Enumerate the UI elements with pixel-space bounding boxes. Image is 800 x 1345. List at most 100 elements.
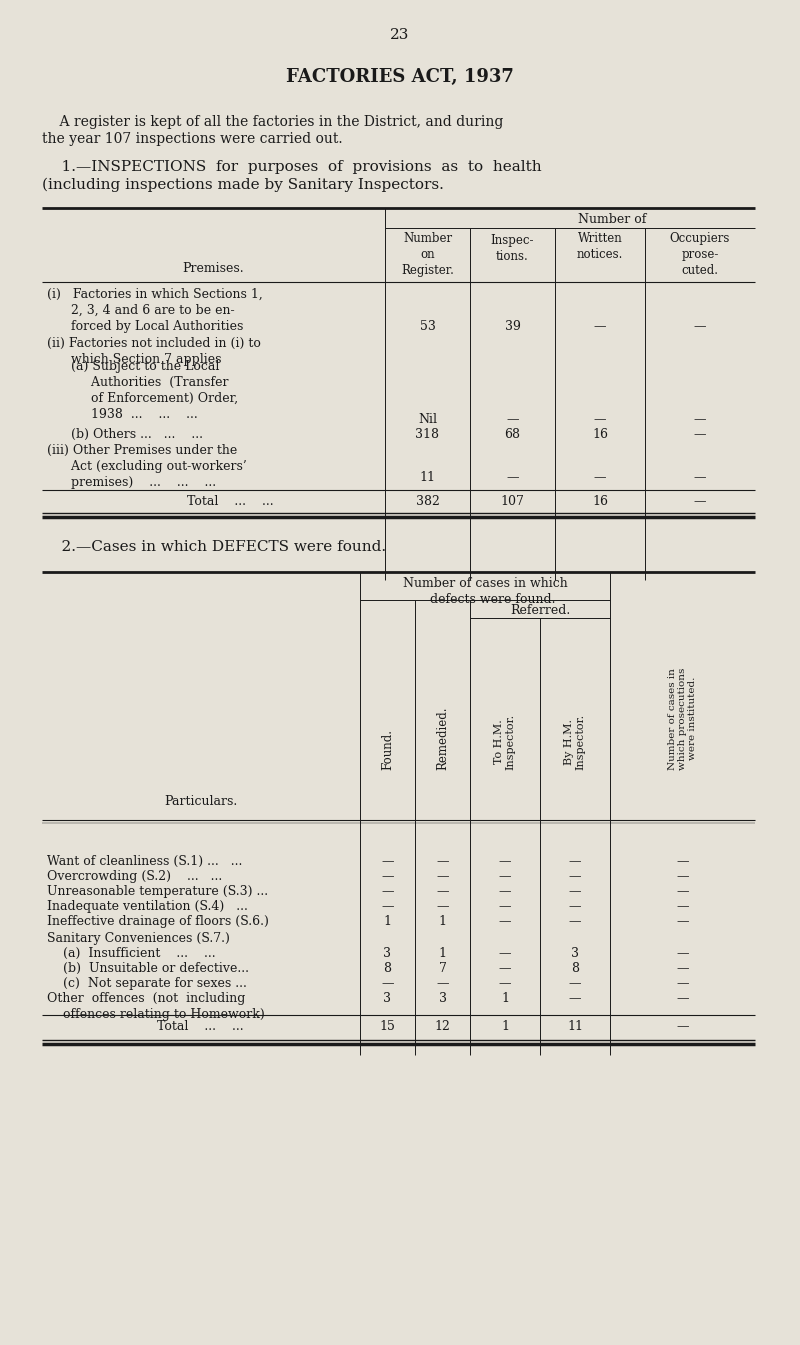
Text: (including inspections made by Sanitary Inspectors.: (including inspections made by Sanitary … [42,178,444,192]
Text: —: — [382,855,394,868]
Text: —: — [436,900,449,913]
Text: 3: 3 [438,993,446,1005]
Text: —: — [569,885,582,898]
Text: —: — [694,495,706,508]
Text: —: — [676,885,689,898]
Text: 11: 11 [419,471,435,484]
Text: 1: 1 [438,947,446,960]
Text: —: — [498,915,511,928]
Text: 8: 8 [383,962,391,975]
Text: Inadequate ventilation (S.4)   ...: Inadequate ventilation (S.4) ... [47,900,248,913]
Text: 318: 318 [415,428,439,441]
Text: —: — [382,976,394,990]
Text: Overcrowding (S.2)    ...   ...: Overcrowding (S.2) ... ... [47,870,222,884]
Text: By H.M.
Inspector.: By H.M. Inspector. [564,714,586,769]
Text: —: — [436,855,449,868]
Text: Total    ...    ...: Total ... ... [186,495,274,508]
Text: —: — [498,976,511,990]
Text: 107: 107 [501,495,525,508]
Text: Remedied.: Remedied. [436,706,449,769]
Text: —: — [594,413,606,426]
Text: —: — [498,870,511,884]
Text: Occupiers
prose-
cuted.: Occupiers prose- cuted. [670,231,730,277]
Text: 39: 39 [505,320,521,334]
Text: 11: 11 [567,1020,583,1033]
Text: 68: 68 [505,428,521,441]
Text: A register is kept of all the factories in the District, and during: A register is kept of all the factories … [42,116,503,129]
Text: 1: 1 [501,993,509,1005]
Text: Number of: Number of [578,213,646,226]
Text: —: — [694,413,706,426]
Text: —: — [694,428,706,441]
Text: 1: 1 [438,915,446,928]
Text: 3: 3 [571,947,579,960]
Text: —: — [436,976,449,990]
Text: —: — [569,993,582,1005]
Text: Ineffective drainage of floors (S.6.): Ineffective drainage of floors (S.6.) [47,915,269,928]
Text: 2.—Cases in which DEFECTS were found.: 2.—Cases in which DEFECTS were found. [42,539,386,554]
Text: (b) Others ...   ...    ...: (b) Others ... ... ... [47,428,203,441]
Text: 1: 1 [501,1020,509,1033]
Text: 12: 12 [434,1020,450,1033]
Text: 16: 16 [592,428,608,441]
Text: Number of cases in
which prosecutions
were instituted.: Number of cases in which prosecutions we… [667,667,698,769]
Text: 382: 382 [415,495,439,508]
Text: (c)  Not separate for sexes ...: (c) Not separate for sexes ... [47,976,247,990]
Text: 8: 8 [571,962,579,975]
Text: (iii) Other Premises under the
      Act (excluding out-workers’
      premises): (iii) Other Premises under the Act (excl… [47,444,246,490]
Text: FACTORIES ACT, 1937: FACTORIES ACT, 1937 [286,69,514,86]
Text: Written
notices.: Written notices. [577,231,623,261]
Text: 1.—INSPECTIONS  for  purposes  of  provisions  as  to  health: 1.—INSPECTIONS for purposes of provision… [42,160,542,174]
Text: (a)  Insufficient    ...    ...: (a) Insufficient ... ... [47,947,216,960]
Text: —: — [498,962,511,975]
Text: —: — [382,870,394,884]
Text: Number of cases in which
    defects were found.: Number of cases in which defects were fo… [402,577,567,607]
Text: 23: 23 [390,28,410,42]
Text: —: — [676,947,689,960]
Text: Total    ...    ...: Total ... ... [157,1020,243,1033]
Text: Referred.: Referred. [510,604,570,617]
Text: Other  offences  (not  including
    offences relating to Homework): Other offences (not including offences r… [47,993,265,1021]
Text: 15: 15 [379,1020,395,1033]
Text: Premises.: Premises. [182,262,244,274]
Text: (ii) Factories not included in (i) to
      which Section 7 applies: (ii) Factories not included in (i) to wh… [47,338,261,366]
Text: 16: 16 [592,495,608,508]
Text: —: — [436,885,449,898]
Text: —: — [569,900,582,913]
Text: —: — [569,855,582,868]
Text: (a) Subject to the Local
           Authorities  (Transfer
           of Enforce: (a) Subject to the Local Authorities (Tr… [47,360,238,421]
Text: —: — [676,900,689,913]
Text: Unreasonable temperature (S.3) ...: Unreasonable temperature (S.3) ... [47,885,268,898]
Text: —: — [498,855,511,868]
Text: the year 107 inspections were carried out.: the year 107 inspections were carried ou… [42,132,342,147]
Text: (b)  Unsuitable or defective...: (b) Unsuitable or defective... [47,962,249,975]
Text: —: — [436,870,449,884]
Text: 53: 53 [419,320,435,334]
Text: —: — [569,870,582,884]
Text: Number
on
Register.: Number on Register. [401,231,454,277]
Text: To H.M.
Inspector.: To H.M. Inspector. [494,714,516,769]
Text: —: — [676,1020,689,1033]
Text: —: — [569,976,582,990]
Text: —: — [506,413,518,426]
Text: —: — [594,320,606,334]
Text: Sanitary Conveniences (S.7.): Sanitary Conveniences (S.7.) [47,932,230,946]
Text: 7: 7 [438,962,446,975]
Text: 3: 3 [383,947,391,960]
Text: —: — [569,915,582,928]
Text: —: — [676,870,689,884]
Text: —: — [506,471,518,484]
Text: Want of cleanliness (S.1) ...   ...: Want of cleanliness (S.1) ... ... [47,855,242,868]
Text: Nil: Nil [418,413,437,426]
Text: Inspec-
tions.: Inspec- tions. [490,234,534,264]
Text: —: — [676,855,689,868]
Text: —: — [498,947,511,960]
Text: 1: 1 [383,915,391,928]
Text: Particulars.: Particulars. [164,795,238,808]
Text: —: — [676,915,689,928]
Text: 3: 3 [383,993,391,1005]
Text: —: — [594,471,606,484]
Text: —: — [676,993,689,1005]
Text: —: — [676,962,689,975]
Text: (i)   Factories in which Sections 1,
      2, 3, 4 and 6 are to be en-
      for: (i) Factories in which Sections 1, 2, 3,… [47,288,262,334]
